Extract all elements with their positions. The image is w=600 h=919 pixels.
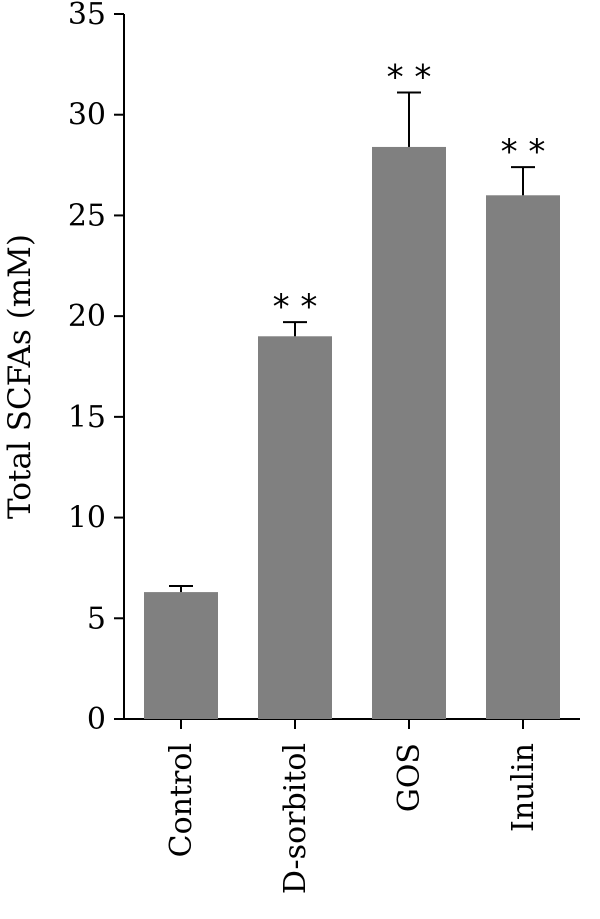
x-tick-label: Inulin (506, 743, 541, 832)
bar-d-sorbitol (258, 336, 332, 719)
bar-inulin (486, 195, 560, 720)
x-tick-label: GOS (392, 743, 427, 812)
x-tick-label: Control (164, 743, 199, 857)
y-tick-label: 35 (68, 0, 106, 32)
y-axis-title: Total SCFAs (mM) (2, 234, 38, 519)
significance-marker: * * (501, 132, 546, 172)
significance-marker: * * (273, 287, 318, 327)
bar-gos (372, 146, 446, 719)
x-tick-label: D-sorbitol (278, 743, 313, 894)
y-tick-label: 25 (68, 198, 106, 233)
y-tick-label: 0 (87, 702, 106, 737)
y-tick-label: 20 (68, 299, 106, 334)
y-axis: 0 5 10 15 20 25 30 35 (68, 0, 125, 737)
y-tick-label: 15 (68, 400, 106, 435)
y-tick-label: 30 (68, 98, 106, 133)
y-tick-label: 10 (68, 501, 106, 536)
bars: * * * * * * (144, 58, 560, 720)
x-axis: Control D-sorbitol GOS Inulin (124, 718, 580, 894)
significance-marker: * * (387, 58, 432, 98)
y-tick-label: 5 (87, 601, 106, 636)
bar-control (144, 592, 218, 719)
